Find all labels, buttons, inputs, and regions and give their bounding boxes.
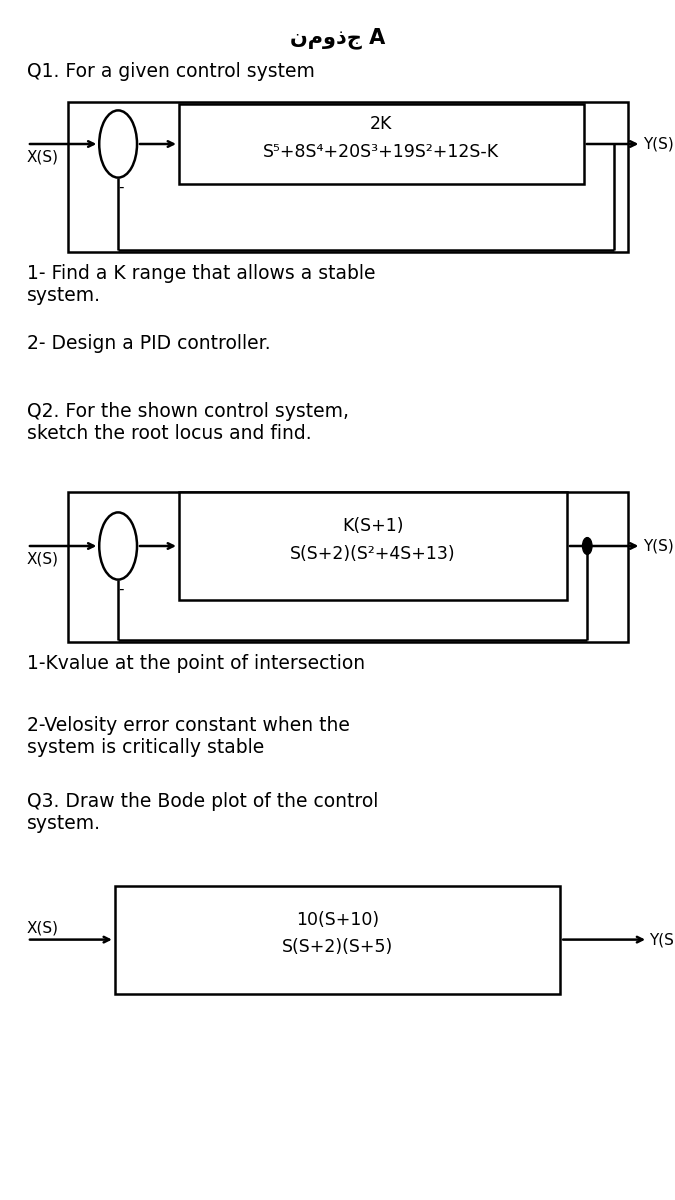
Text: 1-Kvalue at the point of intersection: 1-Kvalue at the point of intersection [27, 654, 365, 673]
Bar [179, 492, 567, 600]
Text: K(S+1): K(S+1) [342, 517, 404, 535]
Bar [115, 886, 560, 994]
Text: Y(S): Y(S) [643, 137, 674, 151]
Text: 1- Find a K range that allows a stable
system.: 1- Find a K range that allows a stable s… [27, 264, 375, 305]
Text: S(S+2)(S²+4S+13): S(S+2)(S²+4S+13) [290, 545, 456, 563]
Text: X(S): X(S) [27, 552, 59, 566]
Text: X(S): X(S) [27, 150, 59, 164]
Text: Q3. Draw the Bode plot of the control
system.: Q3. Draw the Bode plot of the control sy… [27, 792, 379, 833]
Text: -: - [118, 582, 124, 596]
Text: X(S): X(S) [27, 920, 59, 936]
Text: Y(S): Y(S) [643, 539, 674, 553]
Circle shape [99, 512, 137, 580]
Bar [68, 492, 628, 642]
Text: 10(S+10): 10(S+10) [296, 911, 379, 929]
Bar [68, 102, 628, 252]
Text: Y(S): Y(S) [649, 932, 675, 947]
Text: 2- Design a PID controller.: 2- Design a PID controller. [27, 334, 271, 353]
Circle shape [99, 110, 137, 178]
Text: S(S+2)(S+5): S(S+2)(S+5) [282, 938, 393, 956]
Text: -: - [118, 180, 124, 194]
Circle shape [583, 538, 592, 554]
Text: S⁵+8S⁴+20S³+19S²+12S-K: S⁵+8S⁴+20S³+19S²+12S-K [263, 143, 500, 161]
Text: 2-Velosity error constant when the
system is critically stable: 2-Velosity error constant when the syste… [27, 716, 350, 757]
Bar [179, 104, 584, 184]
Text: نموذج A: نموذج A [290, 28, 385, 49]
Text: Q2. For the shown control system,
sketch the root locus and find.: Q2. For the shown control system, sketch… [27, 402, 349, 443]
Text: Q1. For a given control system: Q1. For a given control system [27, 62, 315, 82]
Text: 2K: 2K [370, 115, 393, 133]
